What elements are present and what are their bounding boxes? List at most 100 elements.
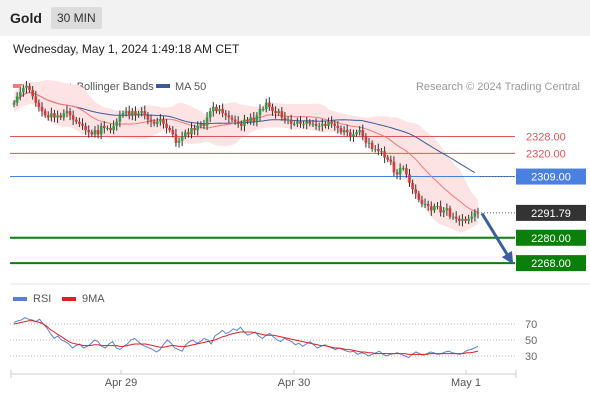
candle	[355, 129, 358, 137]
candle	[34, 90, 38, 107]
candle-body	[90, 132, 94, 135]
candle-body	[286, 119, 290, 121]
candle-body	[12, 102, 16, 105]
candle-body	[302, 123, 305, 125]
candle-body	[190, 128, 193, 135]
candle-body	[352, 134, 355, 137]
candle-body	[358, 130, 361, 133]
candle-body	[15, 96, 19, 103]
candle	[445, 203, 449, 216]
candle	[367, 138, 371, 149]
candle-body	[296, 121, 299, 124]
candle-body	[236, 121, 240, 124]
candle	[224, 109, 228, 121]
candle-body	[99, 125, 103, 135]
candle	[59, 112, 63, 120]
candle-body	[476, 212, 480, 214]
candle	[74, 117, 78, 125]
header-bar: Gold 30 MIN	[0, 0, 590, 36]
candle-body	[193, 128, 196, 131]
candle-body	[314, 123, 318, 126]
rsi-tick-label: 50	[525, 335, 537, 347]
candle	[40, 102, 44, 117]
level-resistance-1: 2320.00	[10, 148, 566, 160]
candle-body	[408, 174, 411, 183]
candle-body	[249, 117, 252, 122]
candle	[408, 168, 411, 187]
candle	[389, 155, 393, 166]
candle-body	[255, 115, 259, 122]
research-credit: Research © 2024 Trading Central	[416, 81, 580, 93]
candle	[171, 126, 175, 138]
candle-body	[196, 125, 200, 131]
candle-body	[25, 85, 28, 88]
candle-body	[448, 208, 452, 217]
candle-body	[271, 106, 274, 112]
candle	[401, 165, 405, 171]
candle-body	[380, 151, 383, 153]
candle	[152, 119, 156, 127]
candle-body	[442, 210, 446, 213]
level-support-4: 2268.00	[10, 255, 586, 272]
candle	[93, 126, 97, 138]
candle	[370, 140, 374, 152]
candle	[442, 207, 446, 218]
candle-body	[74, 119, 78, 122]
candle-body	[439, 206, 442, 213]
timeframe-button[interactable]: 30 MIN	[51, 7, 102, 29]
candle-body	[96, 130, 100, 135]
candle	[255, 112, 259, 127]
candle-body	[183, 132, 187, 137]
candle	[99, 122, 103, 140]
level-resistance-0: 2328.00	[10, 131, 566, 143]
candle-body	[40, 106, 44, 112]
candle-body	[50, 113, 53, 118]
candle-body	[429, 206, 433, 211]
last-price-label: 2291.79	[531, 208, 571, 220]
candle	[115, 118, 119, 131]
candle	[380, 147, 383, 156]
candle	[333, 120, 337, 131]
candle	[96, 124, 100, 139]
candle-body	[177, 140, 181, 143]
candle-body	[106, 128, 109, 129]
candle	[289, 114, 293, 130]
candle	[87, 125, 91, 138]
candle-body	[283, 117, 287, 120]
ma50-legend-swatch	[156, 84, 170, 88]
candle	[15, 92, 19, 106]
candle	[252, 111, 256, 126]
candle-body	[65, 111, 69, 114]
candle	[212, 102, 215, 117]
candle-body	[473, 212, 477, 217]
candle	[342, 126, 346, 136]
candle	[218, 104, 221, 115]
candle	[473, 209, 477, 222]
candle	[236, 116, 240, 128]
candle	[202, 119, 206, 130]
candle	[103, 121, 106, 134]
candle-body	[333, 123, 337, 126]
candle-body	[367, 142, 371, 144]
candle-body	[395, 172, 399, 175]
candle	[320, 119, 324, 132]
legend: MA 20 + Bollinger Bands MA 50 Research ©…	[13, 81, 580, 93]
candle-body	[398, 168, 402, 175]
candle-body	[53, 113, 56, 118]
candle	[28, 83, 31, 93]
candle	[429, 201, 433, 216]
candle	[274, 106, 277, 119]
candle-body	[56, 115, 59, 118]
candle	[84, 122, 87, 135]
x-tick: Apr 30	[278, 370, 310, 389]
level-pivot-2: 2309.00	[10, 168, 586, 185]
candle	[327, 117, 330, 130]
candle	[25, 81, 28, 94]
candle-body	[168, 128, 172, 131]
candle-body	[224, 113, 228, 116]
candle	[199, 121, 203, 129]
candle	[43, 108, 47, 118]
candle-body	[327, 121, 330, 126]
candle-body	[124, 111, 128, 114]
